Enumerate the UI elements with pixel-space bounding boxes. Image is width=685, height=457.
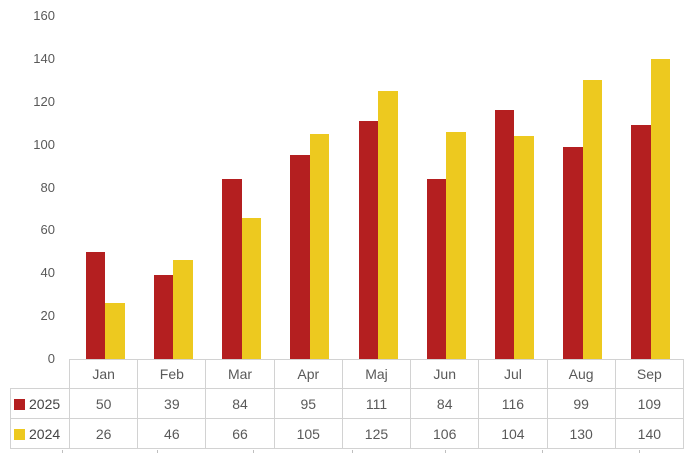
bar-2025-jan — [85, 251, 106, 359]
table-col-header-maj: Maj — [341, 359, 412, 389]
y-axis-label: 100 — [33, 136, 55, 152]
bar-2024-feb — [173, 260, 193, 359]
table-col-header-jan: Jan — [68, 359, 139, 389]
plot-area — [69, 16, 683, 359]
legend-cell-2025: 2025 — [10, 388, 70, 419]
y-axis-label: 20 — [40, 308, 55, 324]
bar-2025-jul — [494, 110, 515, 359]
x-axis-tick — [639, 450, 640, 453]
y-axis-label: 40 — [40, 265, 55, 281]
bar-2024-mar — [241, 217, 262, 359]
table-col-header-jun: Jun — [410, 359, 480, 389]
table-value-2025-maj: 111 — [341, 388, 412, 419]
table-value-2025-jan: 50 — [68, 388, 139, 419]
x-axis-tick — [62, 450, 63, 453]
bar-2025-sep — [631, 125, 651, 359]
y-axis-label: 160 — [33, 8, 55, 23]
legend-series-name: 2025 — [29, 395, 61, 412]
table-value-2024-apr: 105 — [273, 418, 343, 449]
bar-2024-jul — [514, 136, 534, 359]
table-value-2024-maj: 125 — [341, 418, 412, 449]
legend-swatch-icon — [14, 398, 25, 410]
legend-swatch-icon — [14, 428, 25, 440]
bar-2024-maj — [378, 91, 398, 359]
y-axis-label: 120 — [33, 93, 55, 109]
table-value-2024-aug: 130 — [546, 418, 616, 449]
x-axis-tick — [445, 450, 446, 453]
table-value-2025-jul: 116 — [478, 388, 548, 419]
table-row-2025: 2025 50 39 84 95 111 84 116 99 109 — [10, 388, 684, 419]
legend-series-name: 2024 — [29, 425, 61, 442]
bar-2024-aug — [582, 80, 603, 359]
table-value-2024-sep: 140 — [614, 418, 684, 449]
bar-2025-mar — [222, 178, 242, 359]
table-value-2024-feb: 46 — [137, 418, 207, 449]
bar-2025-maj — [358, 121, 378, 359]
table-col-header-sep: Sep — [614, 359, 684, 389]
table-value-2025-sep: 109 — [614, 388, 684, 419]
y-axis-label: 60 — [40, 222, 55, 238]
table-value-2025-mar: 84 — [205, 388, 275, 419]
legend-cell-2024: 2024 — [10, 418, 70, 449]
bar-2025-aug — [563, 146, 583, 359]
table-col-header-mar: Mar — [205, 359, 275, 389]
table-corner-cell — [11, 360, 70, 389]
table-row-2024: 2024 26 46 66 105 125 106 104 130 140 — [10, 418, 684, 449]
bar-2025-jun — [426, 178, 447, 359]
table-value-2024-jun: 106 — [410, 418, 480, 449]
y-axis-label: 80 — [40, 179, 55, 195]
table-col-header-jul: Jul — [478, 359, 548, 389]
bar-2025-feb — [153, 275, 174, 359]
table-value-2025-jun: 84 — [410, 388, 480, 419]
bar-2024-apr — [309, 133, 330, 359]
x-axis-tick — [253, 450, 254, 453]
bar-2024-jan — [105, 303, 125, 359]
x-axis-tick — [157, 450, 158, 453]
y-axis-label: 140 — [33, 50, 55, 66]
table-col-header-apr: Apr — [273, 359, 343, 389]
table-value-2024-mar: 66 — [205, 418, 275, 449]
x-axis-tick — [542, 450, 543, 453]
table-col-header-feb: Feb — [137, 359, 207, 389]
table-header-row: Jan Feb Mar Apr Maj Jun Jul Aug Sep — [11, 359, 684, 389]
bar-2024-sep — [650, 58, 671, 359]
table-value-2025-feb: 39 — [137, 388, 207, 419]
table-value-2025-aug: 99 — [546, 388, 616, 419]
table-value-2025-apr: 95 — [273, 388, 343, 419]
table-value-2024-jan: 26 — [68, 418, 139, 449]
x-axis-tick — [352, 450, 353, 453]
y-axis-label: 0 — [47, 351, 55, 366]
table-value-2024-jul: 104 — [478, 418, 548, 449]
table-col-header-aug: Aug — [546, 359, 616, 389]
chart-data-table: Jan Feb Mar Apr Maj Jun Jul Aug Sep 2025 50 39 84 95 1… — [10, 359, 684, 449]
bar-2024-jun — [446, 131, 466, 359]
bar-2025-apr — [290, 155, 310, 359]
